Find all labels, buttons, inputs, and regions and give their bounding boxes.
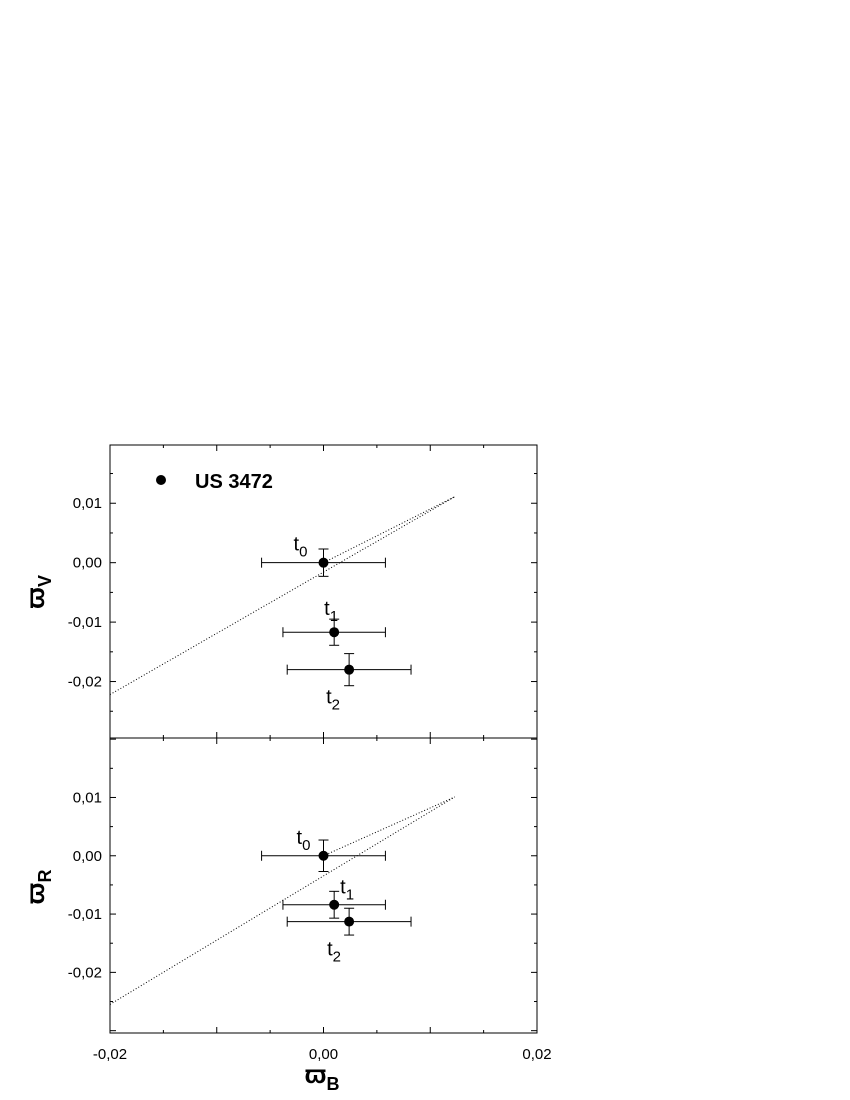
x-tick-labels: -0,02 0,00 0,02 — [93, 1046, 552, 1063]
y-tick-label: 0,00 — [73, 555, 102, 572]
data-point — [344, 916, 355, 927]
y-axis-title-sub: V — [35, 575, 55, 587]
y-axis-title-symbol: ϖ — [20, 883, 50, 905]
y-tick-label: -0,02 — [68, 964, 102, 981]
point-label: t1 — [340, 877, 354, 904]
point-label: t2 — [327, 939, 341, 966]
x-axis-title: ϖB — [305, 1059, 340, 1094]
legend-label: US 3472 — [195, 471, 273, 493]
data-point — [329, 627, 340, 638]
y-tick-label: 0,00 — [73, 848, 102, 865]
y-axis-title-bottom: ϖR — [20, 870, 55, 905]
plot-frame-top — [109, 444, 538, 739]
y-tick-label: -0,01 — [68, 906, 102, 923]
point-label: t2 — [326, 687, 340, 714]
dotted-curve-bottom — [109, 796, 456, 1005]
y-axis-title-symbol: ϖ — [20, 587, 50, 609]
svg-text:ϖR: ϖR — [20, 870, 55, 905]
y-axis-title-top: ϖV — [20, 575, 55, 609]
y-tick-labels-bottom: -0,02 -0,01 0,00 0,01 — [68, 789, 102, 981]
data-point — [318, 557, 329, 568]
x-axis-title-symbol: ϖ — [305, 1059, 327, 1089]
dotted-curve — [109, 796, 456, 1005]
y-axis-title-sub: R — [35, 870, 55, 883]
x-tick-label: -0,02 — [93, 1046, 127, 1063]
point-labels-bottom: t0 t1 t2 — [297, 827, 355, 966]
data-points-bottom — [261, 839, 412, 936]
tick-marks-bottom — [109, 738, 538, 1033]
x-tick-label: 0,00 — [309, 1046, 338, 1063]
data-point — [329, 899, 340, 910]
y-tick-label: 0,01 — [73, 789, 102, 806]
dotted-curve-top — [109, 496, 456, 696]
data-points-top — [261, 548, 412, 687]
tick-marks-top — [109, 445, 538, 738]
data-point — [344, 664, 355, 675]
y-tick-label: 0,01 — [73, 495, 102, 512]
panel-top-wv-vs-wb: -0,02 -0,01 0,00 0,01 t0 t1 t2 US 3472 ϖV — [20, 444, 538, 739]
x-axis-title-sub: B — [326, 1074, 339, 1094]
legend: US 3472 — [156, 471, 273, 493]
legend-marker — [156, 475, 166, 485]
point-label: t1 — [324, 598, 338, 625]
panel-bottom-wr-vs-wb: -0,02-0,010,000,01 -0,02 0,00 0,02 t0t1t2 … — [20, 737, 552, 1094]
point-label: t0 — [294, 534, 308, 561]
data-point — [318, 850, 329, 861]
plot-frame-bottom — [109, 737, 538, 1034]
svg-text:ϖV: ϖV — [20, 575, 55, 609]
y-tick-label: -0,02 — [68, 674, 102, 691]
point-label: t0 — [297, 827, 311, 854]
point-labels-top: t0 t1 t2 — [294, 534, 341, 714]
y-tick-label: -0,01 — [68, 614, 102, 631]
dotted-curve — [109, 496, 456, 696]
y-tick-labels-top: -0,02 -0,01 0,00 0,01 — [68, 495, 102, 690]
x-tick-label: 0,02 — [522, 1046, 551, 1063]
